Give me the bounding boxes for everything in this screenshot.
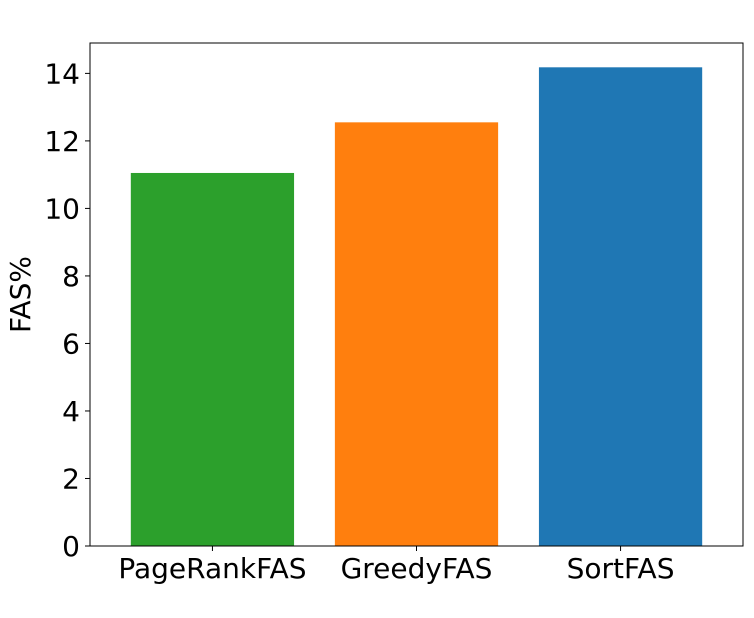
x-tick-label: PageRankFAS	[118, 552, 306, 585]
bars-layer	[130, 67, 703, 547]
x-tick-label: SortFAS	[567, 552, 675, 585]
y-tick-label: 12	[44, 125, 80, 158]
bar-greedyfas	[334, 122, 499, 546]
y-tick-label: 10	[44, 192, 80, 225]
y-tick-label: 0	[62, 530, 80, 563]
bar-sortfas	[538, 67, 703, 547]
y-tick-label: 2	[62, 462, 80, 495]
y-axis-label: FAS%	[4, 256, 37, 333]
y-axis: 0 2 4 6 8 10 12 14	[44, 57, 90, 563]
bar-pagerankfas	[130, 172, 295, 547]
y-tick-label: 4	[62, 395, 80, 428]
x-tick-label: GreedyFAS	[341, 552, 493, 585]
y-tick-label: 6	[62, 327, 80, 360]
y-tick-label: 8	[62, 260, 80, 293]
plot-frame	[89, 42, 744, 547]
y-tick-label: 14	[44, 57, 80, 90]
x-axis: PageRankFAS GreedyFAS SortFAS	[118, 546, 674, 585]
